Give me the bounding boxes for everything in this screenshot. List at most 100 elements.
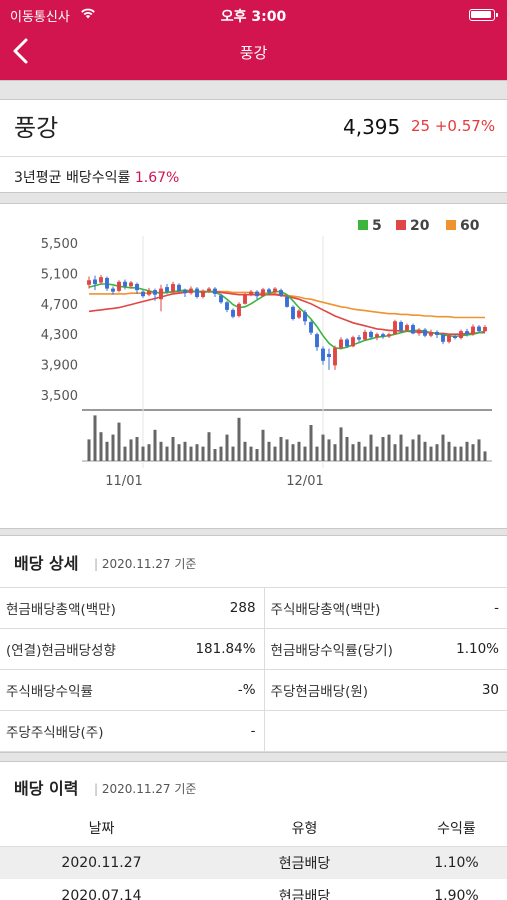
section-gap [0,752,507,762]
candle-body [411,325,415,334]
candle-body [177,284,181,291]
volume-bar [243,441,247,461]
candle-body [141,291,145,297]
volume-bar [309,425,313,461]
volume-bar [393,444,397,461]
stock-change: 25 +0.57% [411,117,496,135]
volume-bar [417,434,421,461]
candle-body [441,334,445,342]
candle-body [435,331,439,335]
candle-body [93,279,97,285]
legend-swatch-20 [396,220,406,230]
candle-body [201,290,205,297]
y-tick-label: 3,900 [41,359,78,374]
candle-body [225,302,229,310]
dividend-avg-value: 1.67% [134,170,180,186]
x-tick-label: 11/01 [105,474,142,489]
history-type: 현금배당 [278,888,331,900]
table-row: 주식배당수익률 -% 주당현금배당(원) 30 [0,669,507,711]
detail-label: (연결)현금배당성향 [0,628,175,670]
candle-body [123,281,127,287]
y-axis: 5,500 5,100 4,700 4,300 3,900 3,500 [41,237,78,404]
y-tick-label: 5,100 [41,267,78,282]
volume-bar [357,441,361,461]
volume-bar [387,434,391,461]
candle-body [105,277,109,289]
volume-bar [453,446,457,461]
detail-value: - [439,587,507,629]
volume-bar [183,441,187,461]
candle-body [273,288,277,293]
price-chart[interactable]: 5 20 60 5,500 5,100 4,700 4,300 3,900 3,500 11/… [0,206,507,528]
volume-bar [291,444,295,461]
candle-body [393,321,397,335]
volume-bar [333,444,337,461]
volume-bar [369,434,373,461]
volume-bar [459,446,463,461]
dividend-detail-title: 배당 상세 [14,554,79,573]
volume-bar [303,446,307,461]
legend-swatch-5 [358,220,368,230]
volume-bars [87,415,487,461]
candle-body [297,310,301,318]
candle-body [237,303,241,316]
detail-label: 주식배당총액(백만) [264,587,440,629]
volume-bar [351,444,355,461]
volume-bar [471,444,475,461]
status-time: 오후 3:00 [220,9,287,25]
candle-body [459,331,463,338]
y-tick-label: 3,500 [41,389,78,404]
candle-body [303,312,307,322]
table-header-row: 날짜 유형 수익률 [0,811,507,847]
candle-body [399,322,403,331]
column-header-yield: 수익률 [406,811,507,847]
stock-name: 풍강 [14,114,59,142]
dividend-detail-table: 현금배당총액(백만) 288 주식배당총액(백만) - (연결)현금배당성향 181.84… [0,587,507,752]
volume-bar [231,446,235,461]
candle-body [471,326,475,335]
candle-body [453,335,457,338]
volume-bar [99,432,103,461]
candle-body [381,334,385,337]
page-title: 풍강 [239,44,268,62]
volume-bar [405,446,409,461]
candle-body [153,290,157,295]
candle-body [207,288,211,291]
x-axis: 11/01 12/01 [105,474,323,489]
candle-body [183,290,187,294]
volume-bar [273,446,277,461]
volume-bar [207,432,211,461]
volume-bar [483,451,487,461]
volume-bar [297,441,301,461]
candle-body [315,334,319,348]
volume-bar [267,441,271,461]
volume-bar [285,439,289,461]
candle-body [477,326,481,332]
divider [0,156,507,157]
candle-body [213,288,217,294]
chart-grid [82,236,492,468]
candle-body [285,296,289,307]
candle-body [249,291,253,295]
dividend-history-title: 배당 이력 [14,779,79,798]
volume-bar [201,446,205,461]
detail-value: -% [175,669,265,711]
candle-body [219,295,223,303]
table-row[interactable]: 2020.11.27 현금배당 1.10% [0,846,507,879]
volume-bar [345,437,349,461]
volume-bar [93,415,97,461]
volume-bar [105,441,109,461]
volume-bar [129,439,133,461]
candle-body [405,325,409,331]
section-gap [0,528,507,536]
candle-body [255,291,259,297]
back-button[interactable] [8,34,36,68]
candle-body [267,289,271,293]
status-bar: 이동통신사 오후 3:00 [0,0,507,28]
volume-bar [237,417,241,461]
volume-bar [399,434,403,461]
x-tick-label: 12/01 [286,474,323,489]
candle-body [279,290,283,296]
table-row[interactable]: 2020.07.14 현금배당 1.90% [0,879,507,900]
candle-body [189,288,193,294]
